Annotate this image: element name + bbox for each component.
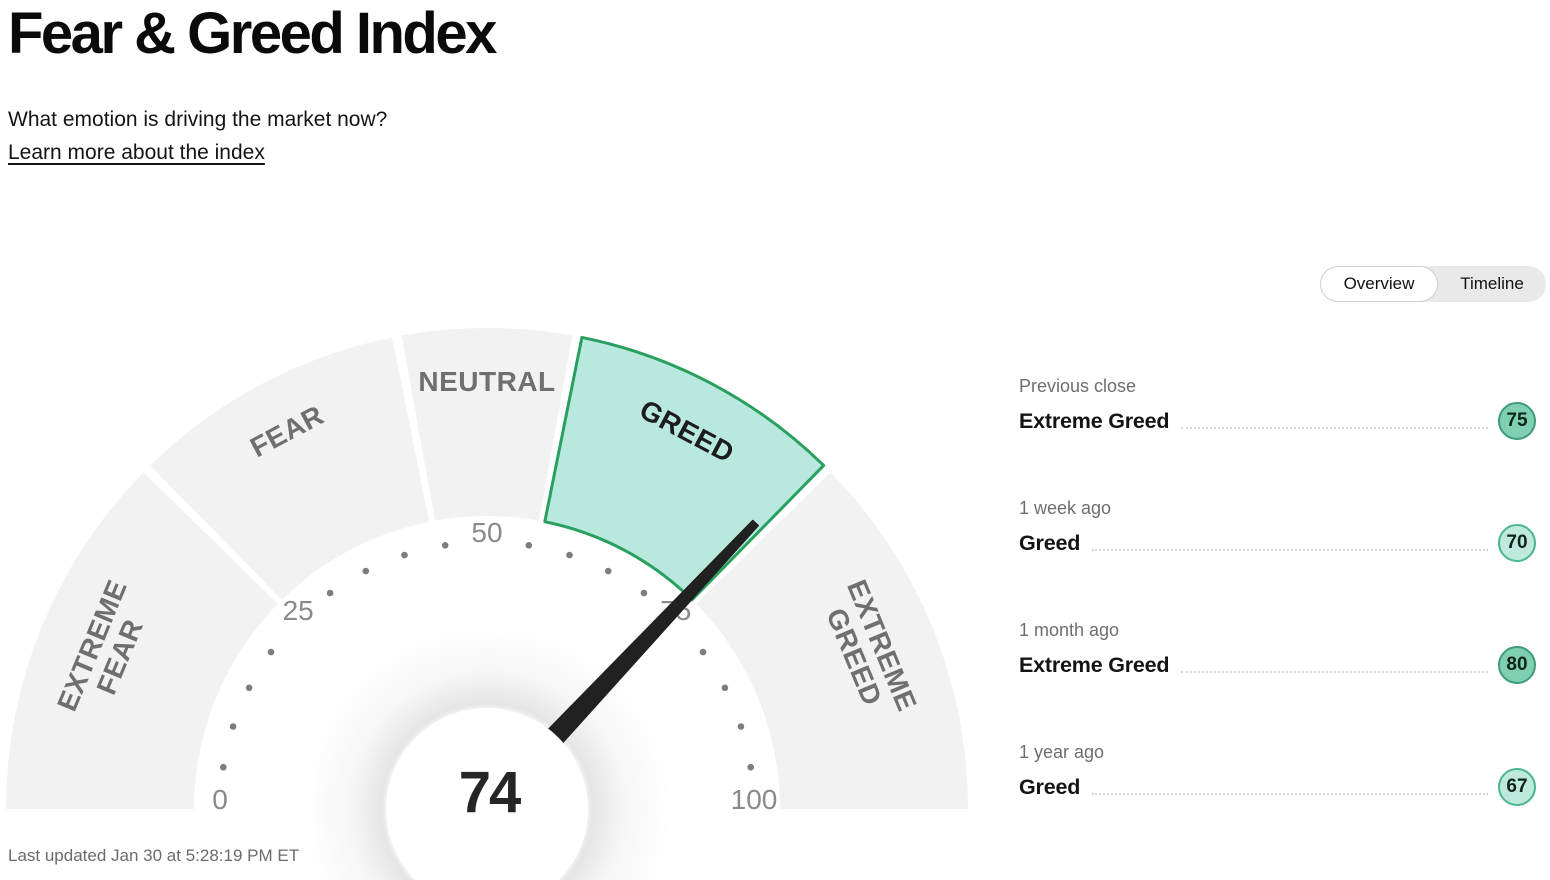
gauge-center-circle <box>386 708 588 880</box>
gauge-tick-dot <box>699 648 707 656</box>
gauge-tick-dot <box>219 763 227 771</box>
gauge-tick-dot <box>525 541 533 549</box>
gauge-segment-neutral <box>401 328 573 521</box>
gauge-tick-dot <box>267 648 275 656</box>
history-period-label: Previous close <box>1019 376 1137 396</box>
gauge-value: 74 <box>459 760 521 825</box>
history-period-label: 1 month ago <box>1019 620 1120 640</box>
dotted-leader <box>1092 793 1488 795</box>
gauge-tick-dot <box>401 551 408 559</box>
tab-overview[interactable]: Overview <box>1320 266 1438 302</box>
gauge-segment-greed <box>543 335 826 602</box>
history-row: 1 week ago Greed 70 <box>1019 497 1536 564</box>
history-rating: Greed <box>1019 774 1081 799</box>
gauge-tick-number: 0 <box>212 784 228 815</box>
gauge-tick-dot <box>229 723 237 730</box>
gauge-tick-dot <box>362 567 370 575</box>
fear-greed-gauge: EXTREMEFEARFEARNEUTRALGREEDEXTREMEGREED0… <box>6 328 968 880</box>
history-rating: Extreme Greed <box>1019 408 1170 433</box>
tab-timeline[interactable]: Timeline <box>1460 274 1524 293</box>
gauge-segment-fear <box>150 337 430 600</box>
gauge-tick-dot <box>326 589 334 597</box>
gauge-tick-dot <box>737 723 745 730</box>
score-badge: 80 <box>1498 646 1536 684</box>
gauge-segment-extreme-fear <box>6 472 278 809</box>
history-row: Previous close Extreme Greed 75 <box>1019 375 1536 442</box>
history-period-label: 1 year ago <box>1019 742 1105 762</box>
gauge-segment-label: NEUTRAL <box>418 366 555 397</box>
gauge-tick-dot <box>604 567 612 575</box>
gauge-tick-number: 100 <box>731 784 778 815</box>
gauge-tick-number: 25 <box>283 595 314 626</box>
gauge-tick-dot <box>721 684 729 692</box>
learn-more-link[interactable]: Learn more about the index <box>8 141 265 164</box>
gauge-tick-dot <box>441 541 449 549</box>
gauge-tick-dot <box>566 551 573 559</box>
score-badge: 67 <box>1498 768 1536 806</box>
page-title: Fear & Greed Index <box>8 1 497 66</box>
gauge-tick-number: 50 <box>471 517 502 548</box>
history-rating: Extreme Greed <box>1019 652 1170 677</box>
history-rating: Greed <box>1019 530 1081 555</box>
gauge-tick-dot <box>640 589 648 597</box>
history-row: 1 year ago Greed 67 <box>1019 741 1536 808</box>
dotted-leader <box>1092 549 1488 551</box>
score-badge: 75 <box>1498 402 1536 440</box>
gauge-tick-dot <box>245 684 253 692</box>
history-row: 1 month ago Extreme Greed 80 <box>1019 619 1536 686</box>
history-period-label: 1 week ago <box>1019 498 1112 518</box>
page-subtitle: What emotion is driving the market now? <box>8 108 388 131</box>
gauge-tick-dot <box>747 763 755 771</box>
last-updated-text: Last updated Jan 30 at 5:28:19 PM ET <box>8 846 300 865</box>
gauge-segment-extreme-greed <box>696 472 968 809</box>
dotted-leader <box>1181 671 1488 673</box>
score-badge: 70 <box>1498 524 1536 562</box>
view-toggle: Overview Timeline <box>1320 266 1546 302</box>
dotted-leader <box>1181 427 1488 429</box>
